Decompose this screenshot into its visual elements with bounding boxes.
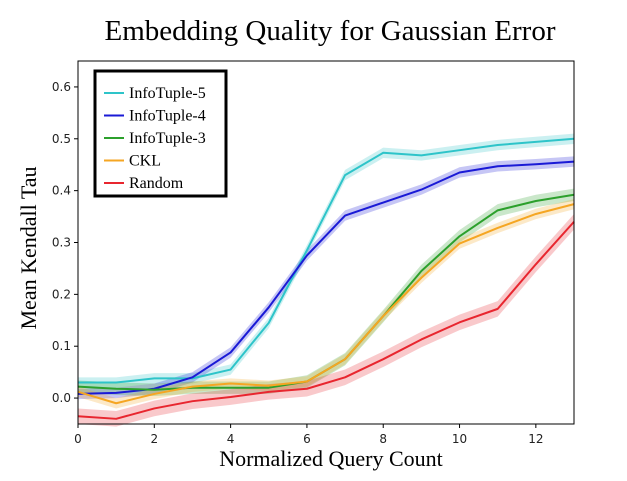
line-infotuple-5 xyxy=(78,137,575,384)
x-tick-label: 0 xyxy=(74,432,82,446)
y-tick-label: 0.3 xyxy=(52,236,71,250)
line-infotuple-4 xyxy=(77,160,575,395)
x-tick-label: 10 xyxy=(452,432,467,446)
y-tick-label: 0.4 xyxy=(52,184,71,198)
line-random xyxy=(77,221,575,420)
x-tick-label: 12 xyxy=(528,432,543,446)
legend-label: Random xyxy=(129,175,184,192)
line-ckl xyxy=(77,203,575,405)
legend-box xyxy=(93,69,228,198)
legend: InfoTuple-5 InfoTuple-4 InfoTuple-3 CKL Rand… xyxy=(93,69,228,198)
x-tick-label: 6 xyxy=(303,432,311,446)
y-tick-label: 0.2 xyxy=(52,287,71,301)
band-infotuple-3 xyxy=(78,188,574,396)
y-tick-label: 0.6 xyxy=(52,80,71,94)
x-axis-label: Normalized Query Count xyxy=(219,446,443,471)
x-axis-ticks: 0 2 4 6 8 10 12 xyxy=(74,424,543,446)
y-axis-ticks: 0.0 0.1 0.2 0.3 0.4 0.5 0.6 xyxy=(52,80,78,405)
legend-label: InfoTuple-3 xyxy=(129,130,206,147)
legend-label: InfoTuple-5 xyxy=(129,85,206,102)
y-tick-label: 0.5 xyxy=(52,132,71,146)
y-tick-label: 0.1 xyxy=(52,339,71,353)
series-lines xyxy=(77,137,575,420)
x-tick-label: 4 xyxy=(227,432,235,446)
legend-label: InfoTuple-4 xyxy=(129,108,206,125)
x-tick-label: 8 xyxy=(379,432,387,446)
chart-title: Embedding Quality for Gaussian Error xyxy=(104,15,555,47)
y-tick-label: 0.0 xyxy=(52,391,71,405)
legend-label: CKL xyxy=(129,153,161,170)
y-axis-label: Mean Kendall Tau xyxy=(16,166,41,329)
x-tick-label: 2 xyxy=(150,432,158,446)
